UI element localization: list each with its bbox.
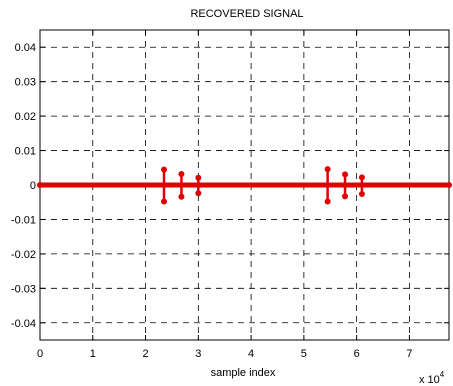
- stem-bottom-marker: [342, 193, 349, 200]
- x-exponent-base: x 10: [419, 374, 440, 386]
- y-tick-label: -0.02: [11, 249, 36, 261]
- x-tick-label: 6: [354, 348, 360, 360]
- y-tick-label: 0.03: [15, 77, 36, 89]
- stem-bottom-marker: [178, 193, 185, 200]
- stem-top-marker: [324, 166, 331, 173]
- x-tick-label: 3: [195, 348, 201, 360]
- baseline-end-marker: [446, 182, 452, 188]
- x-axis-exponent-label: x 104: [419, 370, 445, 386]
- axis-ticks: [39, 30, 449, 340]
- stem-top-marker: [161, 166, 168, 173]
- x-axis-label: sample index: [211, 367, 276, 379]
- stem-series: [161, 166, 365, 205]
- stem-bottom-marker: [161, 198, 168, 205]
- y-tick-label: 0.02: [15, 111, 36, 123]
- baseline-start-marker: [37, 182, 43, 188]
- x-tick-label: 7: [406, 348, 412, 360]
- stem-bottom-marker: [358, 190, 365, 197]
- x-tick-label: 2: [142, 348, 148, 360]
- x-tick-labels: 0 1 2 3 4 5 6 7: [37, 348, 413, 360]
- stem-top-marker: [342, 171, 349, 178]
- y-tick-labels: 0.04 0.03 0.02 0.01 0 -0.01 -0.02 -0.03 -0.04: [11, 42, 36, 330]
- stem-top-marker: [178, 170, 185, 177]
- x-tick-label: 0: [37, 348, 43, 360]
- stem-bottom-marker: [324, 198, 331, 205]
- x-tick-label: 5: [301, 348, 307, 360]
- y-tick-label: 0: [30, 180, 36, 192]
- stem-top-marker: [195, 174, 202, 181]
- baseline: [37, 182, 452, 188]
- y-tick-label: -0.04: [11, 318, 36, 330]
- x-tick-label: 4: [248, 348, 254, 360]
- chart-title: RECOVERED SIGNAL: [190, 8, 303, 20]
- y-tick-label: -0.03: [11, 283, 36, 295]
- stem-bottom-marker: [195, 190, 202, 197]
- y-tick-label: 0.01: [15, 146, 36, 158]
- y-tick-label: 0.04: [15, 42, 36, 54]
- stem-top-marker: [358, 174, 365, 181]
- y-tick-label: -0.01: [11, 214, 36, 226]
- x-exponent-power: 4: [440, 370, 445, 379]
- x-tick-label: 1: [90, 348, 96, 360]
